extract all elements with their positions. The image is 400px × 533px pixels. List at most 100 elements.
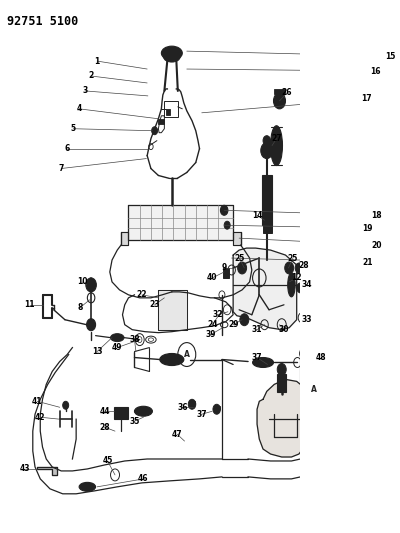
Polygon shape	[128, 205, 233, 240]
Text: 28: 28	[99, 423, 110, 432]
Polygon shape	[121, 232, 128, 245]
Circle shape	[63, 401, 69, 409]
Bar	[158, 119, 164, 124]
Text: 23: 23	[149, 300, 160, 309]
Text: 14: 14	[252, 211, 262, 220]
Text: 6: 6	[64, 144, 70, 153]
Circle shape	[88, 281, 94, 289]
Circle shape	[295, 263, 303, 273]
Bar	[263, 215, 272, 233]
Text: 46: 46	[138, 474, 149, 483]
Text: 32: 32	[213, 310, 224, 319]
Ellipse shape	[79, 482, 96, 491]
Text: 13: 13	[92, 347, 102, 356]
Text: 27: 27	[271, 134, 282, 143]
Circle shape	[152, 127, 158, 135]
Circle shape	[297, 283, 304, 293]
Text: 39: 39	[206, 330, 216, 339]
Circle shape	[300, 348, 309, 360]
Text: 34: 34	[301, 280, 312, 289]
Text: 12: 12	[292, 273, 302, 282]
Bar	[214, 406, 220, 409]
Text: 17: 17	[361, 94, 372, 103]
Bar	[189, 401, 195, 404]
Circle shape	[220, 205, 228, 215]
Text: 48: 48	[316, 353, 327, 362]
Circle shape	[240, 314, 249, 326]
Text: 10: 10	[77, 277, 87, 286]
Text: 25: 25	[288, 254, 298, 263]
Text: 24: 24	[207, 320, 218, 329]
Circle shape	[274, 93, 286, 109]
Text: 22: 22	[137, 290, 147, 300]
Bar	[164, 101, 178, 117]
Ellipse shape	[252, 358, 274, 367]
Text: 30: 30	[279, 325, 289, 334]
Text: 21: 21	[362, 257, 373, 266]
Text: 42: 42	[35, 413, 46, 422]
Text: 37: 37	[196, 410, 207, 419]
Bar	[262, 175, 272, 225]
Circle shape	[277, 364, 286, 375]
Text: 38: 38	[129, 335, 140, 344]
Text: 19: 19	[362, 224, 373, 233]
Ellipse shape	[288, 273, 295, 297]
Text: 4: 4	[76, 104, 82, 114]
Text: 3: 3	[82, 86, 88, 95]
Text: A: A	[311, 385, 317, 394]
Bar	[224, 268, 230, 278]
Circle shape	[285, 262, 294, 274]
Circle shape	[86, 278, 96, 292]
Text: 20: 20	[372, 240, 382, 249]
Text: 2: 2	[88, 71, 94, 80]
Text: 25: 25	[234, 254, 244, 263]
Text: 43: 43	[20, 464, 30, 473]
Polygon shape	[257, 379, 312, 457]
Circle shape	[238, 262, 246, 274]
Circle shape	[87, 319, 96, 330]
Text: 49: 49	[112, 343, 122, 352]
Text: 11: 11	[24, 300, 35, 309]
Ellipse shape	[110, 334, 124, 342]
Circle shape	[263, 136, 270, 146]
Bar	[114, 407, 128, 419]
Ellipse shape	[160, 353, 184, 366]
Text: 31: 31	[252, 325, 262, 334]
Ellipse shape	[164, 52, 180, 62]
Text: 15: 15	[385, 52, 395, 61]
Text: 40: 40	[207, 273, 218, 282]
Bar	[166, 109, 170, 115]
Text: 44: 44	[99, 407, 110, 416]
Text: 7: 7	[58, 164, 64, 173]
Polygon shape	[233, 232, 241, 245]
Bar	[277, 375, 286, 392]
Text: A: A	[184, 350, 190, 359]
Ellipse shape	[134, 406, 152, 416]
Text: 18: 18	[371, 211, 382, 220]
Text: 28: 28	[299, 261, 310, 270]
Text: 29: 29	[228, 320, 238, 329]
Text: 47: 47	[172, 430, 182, 439]
Text: 35: 35	[129, 417, 140, 426]
Circle shape	[310, 365, 318, 375]
Text: 9: 9	[222, 263, 227, 272]
Circle shape	[188, 399, 196, 409]
Text: 5: 5	[70, 124, 76, 133]
Text: 1: 1	[94, 56, 100, 66]
Circle shape	[213, 404, 220, 414]
Polygon shape	[37, 467, 58, 475]
Circle shape	[261, 143, 273, 158]
Circle shape	[224, 221, 230, 229]
Ellipse shape	[161, 46, 182, 60]
Text: 92751 5100: 92751 5100	[7, 15, 79, 28]
Ellipse shape	[270, 126, 282, 166]
Text: 33: 33	[301, 315, 312, 324]
Text: 45: 45	[102, 456, 113, 465]
Text: 41: 41	[32, 397, 42, 406]
Text: 36: 36	[177, 403, 188, 412]
Bar	[274, 89, 285, 94]
Polygon shape	[158, 290, 187, 330]
Text: 8: 8	[77, 303, 82, 312]
Bar	[300, 358, 309, 382]
Text: 16: 16	[370, 67, 380, 76]
